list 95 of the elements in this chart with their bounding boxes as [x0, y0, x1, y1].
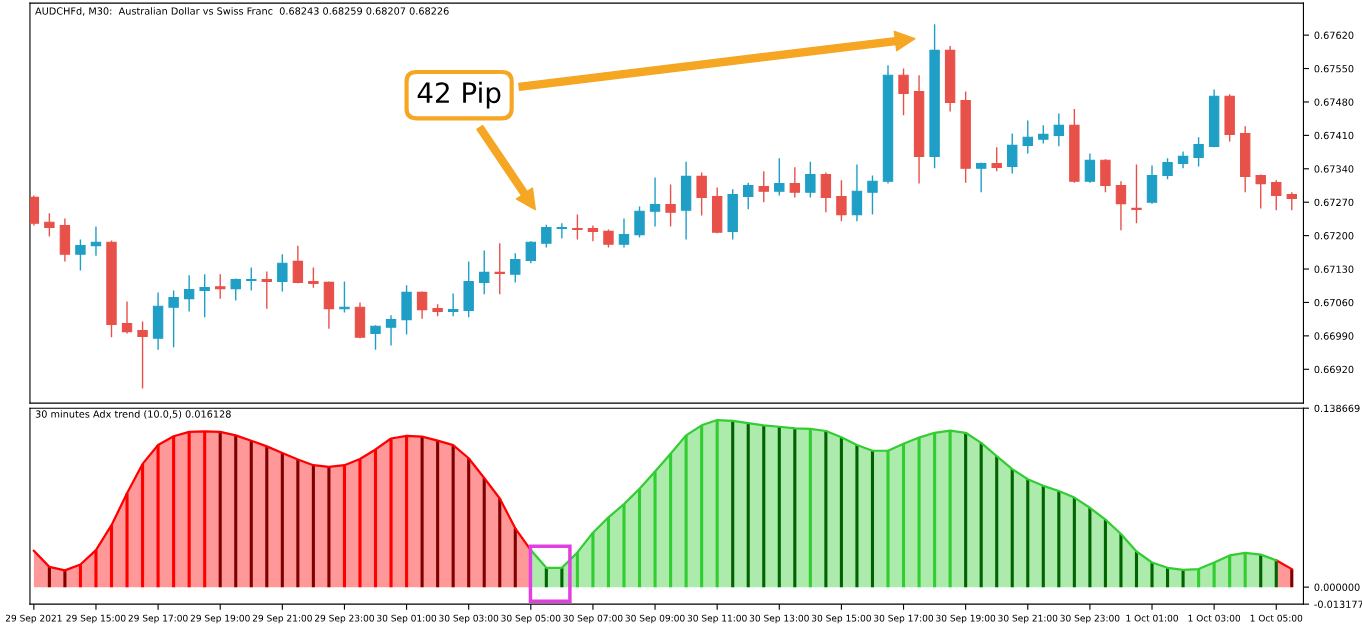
x-tick-label: 1 Oct 05:00 — [1250, 614, 1303, 622]
bar — [731, 420, 735, 588]
bar — [1057, 491, 1061, 588]
y-tick-label: 0.000000 — [1314, 583, 1360, 591]
x-tick-label: 30 Sep 21:00 — [998, 614, 1058, 624]
x-tick-label: 29 Sep 2021 — [5, 614, 62, 624]
bar — [1103, 519, 1107, 588]
bar — [777, 426, 781, 588]
candlestick — [587, 225, 599, 242]
x-tick-label: 30 Sep 15:00 — [811, 614, 871, 624]
bar — [296, 459, 300, 588]
y-tick-label: 0.67130 — [1314, 265, 1354, 273]
y-tick-label: 0.67060 — [1314, 298, 1354, 307]
bar — [855, 445, 859, 588]
bar — [1165, 567, 1170, 588]
chart-title: AUDCHFd, M30: Australian Dollar vs Swiss Franc 0.68243 0.68259 0.68207 0.68226 — [35, 7, 449, 16]
y-tick-label: 0.138669 — [1314, 404, 1360, 413]
bar — [1088, 507, 1092, 588]
x-tick-label: 30 Sep 01:00 — [377, 614, 437, 624]
bar — [420, 436, 424, 588]
bar — [824, 431, 828, 588]
x-tick-label: 30 Sep 09:00 — [625, 614, 685, 624]
x-tick-label: 30 Sep 17:00 — [874, 614, 934, 624]
candlestick — [556, 223, 568, 239]
candlestick — [385, 315, 397, 346]
bar — [1010, 469, 1014, 588]
bar — [218, 431, 222, 588]
bar — [746, 423, 750, 588]
bar — [47, 566, 51, 588]
bar — [1259, 554, 1263, 588]
x-tick-label: 29 Sep 17:00 — [128, 614, 188, 624]
x-tick-label: 29 Sep 23:00 — [314, 614, 374, 624]
candlestick — [1053, 113, 1065, 147]
bar — [1026, 479, 1030, 588]
x-tick-label: 30 Sep 03:00 — [439, 614, 499, 624]
y-tick-label: 0.67340 — [1314, 165, 1354, 173]
bar — [839, 437, 843, 588]
bar — [1119, 533, 1123, 588]
bar — [467, 458, 471, 588]
candlestick — [975, 162, 987, 193]
x-tick-label: 30 Sep 11:00 — [687, 614, 747, 624]
candlestick — [649, 177, 661, 227]
x-tick-label: 30 Sep 07:00 — [563, 614, 623, 624]
y-tick-label: -0.013177 — [1314, 600, 1362, 608]
y-tick-label: 0.67480 — [1314, 98, 1354, 106]
bar — [560, 567, 564, 588]
bar — [979, 442, 983, 588]
y-tick-label: 0.66920 — [1314, 365, 1354, 374]
bar — [1134, 551, 1139, 588]
y-tick-label: 0.66990 — [1314, 332, 1354, 340]
candlestick — [447, 293, 459, 317]
bar — [964, 432, 968, 588]
bar — [1181, 569, 1185, 588]
bar — [1150, 562, 1154, 588]
bar — [280, 452, 284, 588]
bar — [1041, 485, 1045, 588]
y-tick-label: 0.67620 — [1314, 31, 1354, 39]
bar — [544, 567, 548, 588]
bar — [1274, 560, 1278, 588]
bar — [793, 428, 797, 588]
bar — [482, 477, 486, 588]
bar — [327, 466, 331, 588]
candlestick — [121, 301, 133, 334]
bar — [311, 465, 315, 588]
bar — [995, 456, 999, 588]
y-tick-label: 0.67270 — [1314, 198, 1354, 207]
bar — [451, 445, 455, 588]
y-tick-label: 0.67410 — [1314, 131, 1354, 140]
x-tick-label: 29 Sep 15:00 — [66, 614, 126, 624]
x-tick-label: 30 Sep 13:00 — [749, 614, 809, 624]
bar — [498, 498, 502, 588]
y-tick-label: 0.67550 — [1314, 65, 1354, 73]
x-tick-label: 29 Sep 19:00 — [190, 614, 250, 624]
bar — [265, 446, 269, 588]
x-tick-label: 30 Sep 23:00 — [1060, 614, 1120, 624]
annotation: 42 Pip — [417, 81, 501, 109]
x-tick-label: 30 Sep 05:00 — [501, 614, 561, 624]
chart-title: 30 minutes Adx trend (10.0,5) 0.016128 — [35, 410, 231, 419]
bar — [762, 425, 766, 588]
candlestick — [789, 167, 801, 198]
bar — [870, 450, 875, 588]
bar — [63, 570, 67, 588]
x-tick-label: 30 Sep 19:00 — [936, 614, 996, 624]
x-tick-label: 29 Sep 21:00 — [252, 614, 312, 624]
bar — [249, 440, 253, 588]
bar — [1290, 569, 1294, 588]
bar — [1072, 497, 1076, 588]
candlestick — [618, 218, 630, 248]
y-tick-label: 0.67200 — [1314, 232, 1354, 240]
bar — [234, 435, 238, 588]
bar — [513, 528, 517, 588]
bar — [436, 440, 440, 588]
candlestick — [183, 275, 195, 312]
x-tick-label: 1 Oct 03:00 — [1188, 614, 1241, 622]
x-tick-label: 1 Oct 01:00 — [1126, 614, 1178, 622]
